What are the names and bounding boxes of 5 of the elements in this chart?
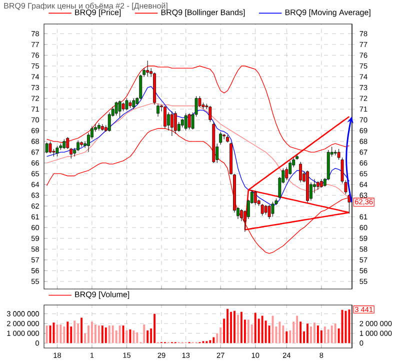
chart-title: BRQ9 График цены и объёма #2 - [Дневной] bbox=[4, 2, 168, 10]
legend-label: BRQ9 [Price] bbox=[75, 9, 121, 17]
legend-label: BRQ9 [Bollinger Bands] bbox=[161, 9, 245, 17]
legend-label: BRQ9 [Moving Average] bbox=[285, 9, 370, 17]
legend-label: BRQ9 [Volume] bbox=[75, 291, 130, 299]
